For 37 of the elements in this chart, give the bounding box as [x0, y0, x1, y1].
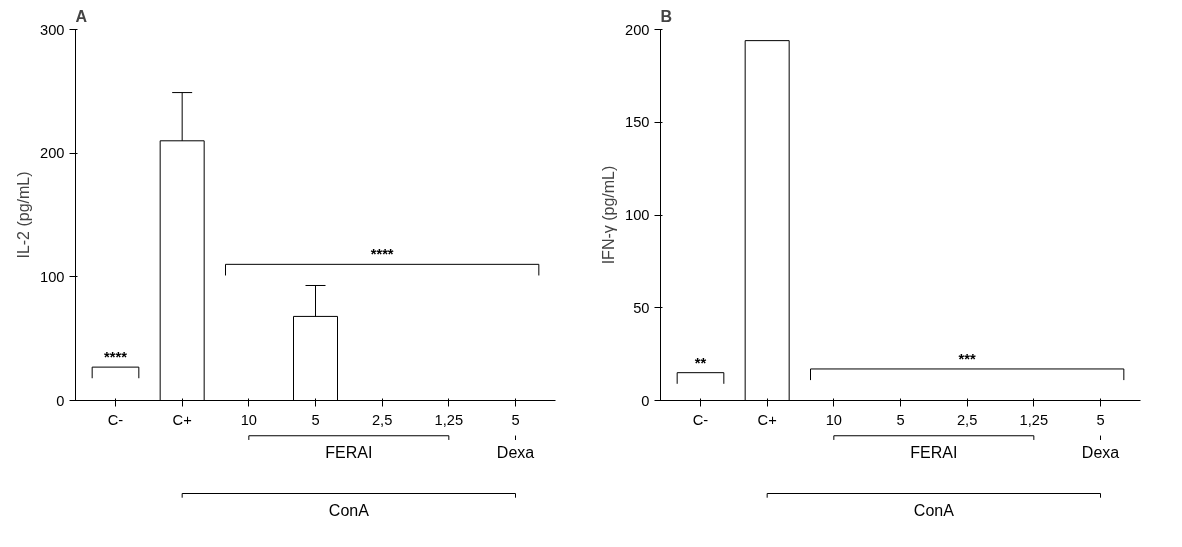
y-tick-label: 200	[625, 21, 650, 38]
y-tick-label: 50	[633, 299, 650, 316]
x-tick-label: 5	[1096, 411, 1105, 428]
x-tick-label: 5	[511, 411, 520, 428]
x-tick-label: 1,25	[1019, 411, 1049, 428]
x-tick-label: 10	[825, 411, 842, 428]
chart-title: A	[75, 7, 88, 25]
annotation: ****	[370, 246, 394, 263]
x-tick-label: C+	[172, 411, 192, 428]
text: ConA	[913, 501, 955, 519]
x-tick-label: 5	[311, 411, 320, 428]
annotation: ***	[958, 351, 977, 368]
x-tick-label: 2,5	[371, 411, 393, 428]
y-axis-title: IL-2 (pg/mL)	[15, 171, 33, 259]
chart-title: B	[660, 7, 673, 25]
annotation: ****	[104, 349, 128, 366]
y-tick-label: 0	[56, 392, 65, 409]
y-axis-title: IFN-γ (pg/mL)	[600, 165, 618, 265]
x-tick-label: C-	[692, 411, 709, 428]
annotation: **	[694, 354, 707, 371]
text: FERAI	[910, 444, 958, 462]
y-tick-label: 200	[40, 145, 65, 162]
text: FERAI	[325, 444, 373, 462]
text: Dexa	[1081, 444, 1120, 462]
x-tick-label: C-	[107, 411, 124, 428]
x-tick-label: 10	[240, 411, 257, 428]
y-tick-label: 100	[625, 207, 650, 223]
y-tick-label: 300	[40, 21, 65, 38]
y-tick-label: 0	[641, 392, 650, 409]
x-tick-label: 5	[896, 411, 905, 428]
text: ConA	[328, 501, 370, 519]
x-tick-label: 2,5	[956, 411, 978, 428]
text: Dexa	[496, 444, 535, 462]
x-tick-label: C+	[757, 411, 777, 428]
x-tick-label: 1,25	[434, 411, 464, 428]
y-tick-label: 150	[625, 114, 650, 131]
y-tick-label: 100	[40, 268, 65, 285]
